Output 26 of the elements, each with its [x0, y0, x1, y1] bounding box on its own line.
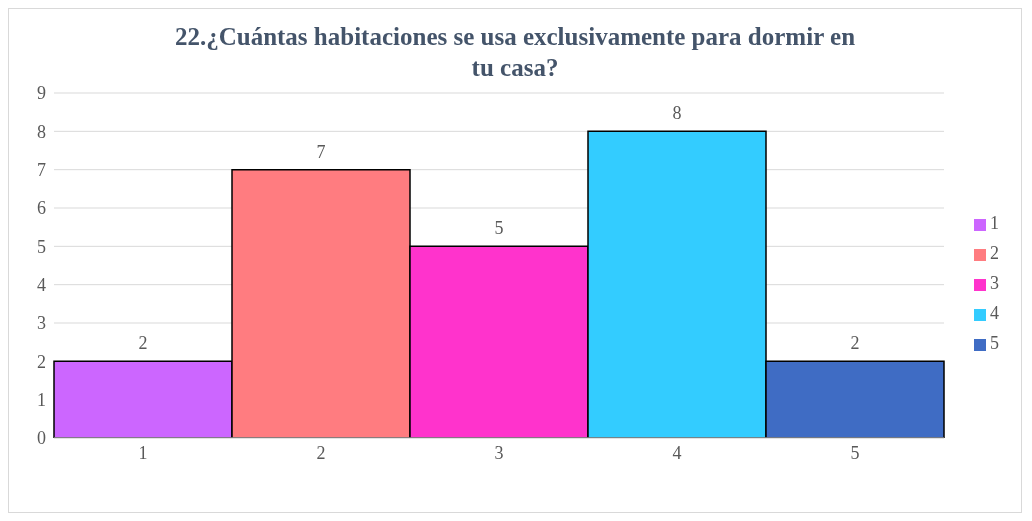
x-tick-label: 2: [316, 442, 326, 463]
legend-label: 3: [990, 273, 999, 293]
legend-label: 5: [990, 333, 999, 353]
x-tick-label: 3: [494, 442, 504, 463]
y-tick-label: 7: [37, 160, 46, 181]
y-tick-label: 3: [37, 313, 46, 334]
y-tick-label: 2: [37, 351, 46, 372]
y-tick-label: 6: [37, 198, 46, 219]
data-label: 7: [316, 141, 326, 162]
data-label: 8: [672, 103, 682, 124]
x-tick-label: 4: [672, 442, 682, 463]
y-tick-label: 4: [37, 275, 46, 296]
x-tick-label: 1: [138, 442, 148, 463]
x-tick-label: 5: [850, 442, 860, 463]
y-tick-label: 5: [37, 236, 46, 257]
chart-title: 22.¿Cuántas habitaciones se usa exclusivamente para dormir en tu casa?: [173, 22, 857, 83]
legend-label: 1: [990, 213, 999, 233]
y-tick-label: 9: [37, 83, 46, 104]
legend-label: 4: [990, 303, 999, 323]
y-tick-label: 8: [37, 121, 46, 142]
y-tick-label: 0: [37, 428, 46, 449]
data-label: 2: [850, 333, 860, 354]
data-label: 5: [494, 218, 504, 239]
y-tick-label: 1: [37, 390, 46, 411]
data-label: 2: [138, 333, 148, 354]
legend-label: 2: [990, 243, 999, 263]
